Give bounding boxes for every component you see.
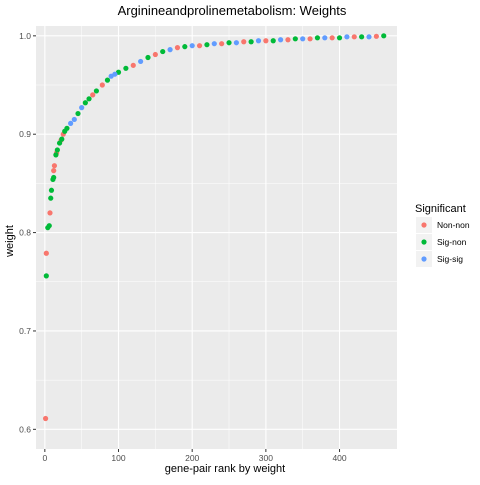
data-point [130, 62, 136, 68]
data-point [366, 34, 372, 40]
legend-item: Sig-non [416, 234, 467, 250]
data-point [56, 140, 63, 146]
data-point [277, 37, 284, 43]
legend: Significant Non-non Sig-non Sig-sig [415, 203, 470, 267]
data-point [381, 33, 387, 39]
x-tick-label: 100 [111, 453, 125, 463]
data-point [99, 82, 105, 88]
data-point [241, 39, 247, 45]
data-point [43, 273, 49, 279]
data-point [322, 35, 328, 41]
data-point [263, 38, 269, 44]
data-point [307, 36, 313, 42]
data-point [90, 92, 96, 98]
data-point [68, 120, 74, 126]
data-point [174, 45, 181, 51]
x-tick-label: 300 [259, 453, 273, 463]
legend-item: Non-non [416, 217, 470, 233]
data-point [43, 250, 49, 256]
data-point [152, 51, 158, 58]
grid-lines [36, 26, 397, 449]
x-tick-label: 0 [42, 453, 47, 463]
data-points [42, 33, 387, 422]
series-sig-sig [68, 34, 372, 126]
data-point [47, 210, 53, 216]
legend-swatch [421, 256, 427, 262]
data-point [314, 35, 321, 41]
data-point [233, 40, 239, 46]
data-point [329, 35, 335, 41]
data-point [54, 147, 60, 153]
data-point [46, 223, 52, 229]
data-point [59, 136, 65, 142]
legend-item: Sig-sig [416, 251, 463, 267]
legend-swatch [421, 239, 427, 245]
y-tick-label: 1.0 [19, 31, 31, 41]
data-point [373, 33, 379, 39]
y-axis: 0.6 0.7 0.8 0.9 1.0 [19, 31, 36, 434]
data-point [160, 48, 166, 55]
data-point [292, 36, 298, 42]
data-point [53, 152, 59, 158]
legend-label: Non-non [437, 220, 470, 230]
data-point [51, 163, 58, 169]
data-point [48, 187, 55, 193]
data-point [79, 105, 85, 111]
data-point [211, 41, 217, 47]
y-tick-label: 0.7 [19, 326, 31, 336]
data-point [51, 174, 57, 181]
data-point [285, 37, 291, 43]
data-point [270, 38, 276, 44]
data-point [189, 43, 195, 49]
data-point [300, 36, 306, 42]
data-point [167, 47, 173, 53]
data-point [344, 34, 350, 40]
legend-swatch [421, 222, 427, 228]
data-point [351, 34, 357, 40]
data-point [336, 35, 343, 41]
legend-label: Sig-sig [437, 254, 463, 264]
series-sig-non [43, 33, 387, 279]
data-point [75, 110, 81, 117]
legend-label: Sig-non [437, 237, 467, 247]
data-point [51, 168, 57, 174]
x-axis-label: gene-pair rank by weight [165, 463, 285, 475]
x-axis: 0 100 200 300 400 [42, 449, 347, 463]
x-tick-label: 200 [185, 453, 199, 463]
x-tick-label: 400 [332, 453, 346, 463]
legend-items: Non-non Sig-non Sig-sig [416, 217, 470, 267]
data-point [255, 38, 262, 44]
data-point [123, 65, 129, 71]
data-point [138, 58, 144, 65]
data-point [86, 96, 92, 102]
data-point [359, 34, 365, 40]
chart-title: Arginineandprolinemetabolism: Weights [118, 3, 347, 18]
y-tick-label: 0.8 [19, 228, 31, 238]
data-point [196, 43, 203, 49]
data-point [248, 39, 254, 45]
legend-title: Significant [415, 203, 466, 215]
plot-panel [36, 26, 397, 449]
data-point [82, 100, 88, 106]
data-point [71, 116, 77, 123]
data-point [104, 77, 111, 83]
data-point [226, 40, 232, 46]
data-point [42, 415, 49, 422]
y-axis-label: weight [4, 225, 16, 258]
data-point [182, 44, 188, 50]
data-point [112, 71, 118, 77]
data-point [204, 42, 210, 48]
data-point [93, 88, 100, 94]
y-tick-label: 0.6 [19, 424, 31, 434]
data-point [64, 125, 70, 131]
data-point [145, 54, 151, 61]
y-tick-label: 0.9 [19, 129, 31, 139]
data-point [219, 41, 225, 47]
data-point [48, 195, 54, 201]
